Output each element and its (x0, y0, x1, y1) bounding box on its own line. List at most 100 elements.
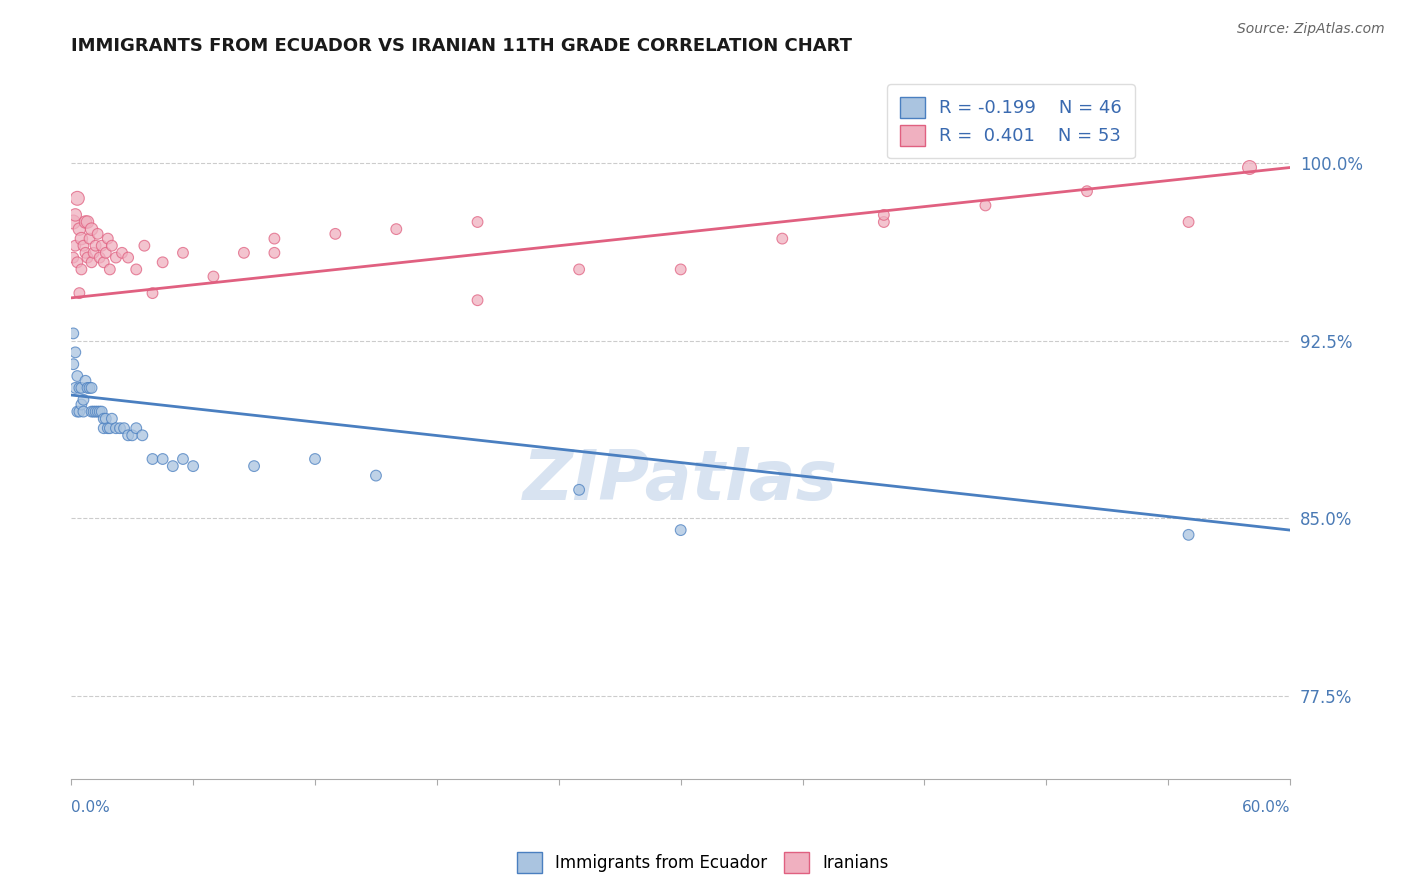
Point (873, 215, 896, 229)
Point (86, 227, 108, 241)
Point (304, 452, 326, 467)
Point (162, 459, 184, 474)
Point (76, 215, 98, 229)
Point (72, 392, 94, 407)
Point (70, 262, 93, 277)
Point (66, 369, 89, 384)
Point (121, 428, 143, 442)
Point (152, 255, 174, 269)
Point (172, 245, 194, 260)
Point (93, 411, 115, 425)
Point (568, 483, 591, 497)
Point (70, 231, 93, 245)
Point (232, 245, 254, 260)
Point (104, 421, 127, 435)
Text: ZIPatlas: ZIPatlas (523, 447, 838, 514)
Point (125, 421, 148, 435)
Point (134, 238, 156, 252)
Point (90, 404, 112, 418)
Point (111, 245, 134, 260)
Point (202, 269, 225, 284)
Point (89, 251, 111, 265)
Point (65, 345, 87, 359)
Point (101, 238, 124, 252)
Point (364, 468, 387, 483)
Point (89, 404, 111, 418)
Point (873, 208, 896, 222)
Point (70, 397, 93, 411)
Point (66, 404, 89, 418)
Point (152, 452, 174, 467)
Point (67, 404, 90, 418)
Point (80, 404, 103, 418)
Point (97, 231, 120, 245)
Point (263, 245, 285, 260)
Point (131, 428, 153, 442)
Point (101, 411, 124, 425)
Point (974, 198, 997, 212)
Point (98, 262, 121, 277)
Point (94, 245, 117, 260)
Point (669, 523, 692, 537)
Point (467, 215, 489, 229)
Point (385, 222, 408, 236)
Point (1177, 215, 1199, 229)
Point (1239, 161, 1261, 175)
Legend: Immigrants from Ecuador, Iranians: Immigrants from Ecuador, Iranians (510, 846, 896, 880)
Point (83, 245, 105, 260)
Point (66, 191, 89, 205)
Text: 0.0%: 0.0% (72, 800, 110, 815)
Point (93, 255, 115, 269)
Point (72, 238, 94, 252)
Point (84, 404, 107, 418)
Point (67, 286, 90, 301)
Point (79, 381, 101, 395)
Point (80, 222, 103, 236)
Point (84, 238, 107, 252)
Point (172, 452, 194, 467)
Point (79, 231, 101, 245)
Point (467, 293, 489, 308)
Point (62, 326, 84, 341)
Point (98, 421, 121, 435)
Point (65, 208, 87, 222)
Point (62, 215, 84, 229)
Point (141, 286, 163, 301)
Point (117, 251, 139, 265)
Point (181, 459, 204, 474)
Point (90, 238, 112, 252)
Point (65, 238, 87, 252)
Point (770, 231, 793, 245)
Point (669, 262, 692, 277)
Point (75, 245, 97, 260)
Point (80, 381, 103, 395)
Text: Source: ZipAtlas.com: Source: ZipAtlas.com (1237, 22, 1385, 37)
Point (75, 374, 97, 388)
Point (62, 251, 84, 265)
Point (97, 421, 120, 435)
Point (1177, 528, 1199, 542)
Point (125, 262, 148, 277)
Point (66, 255, 89, 269)
Point (112, 421, 135, 435)
Point (325, 227, 347, 241)
Point (104, 251, 127, 265)
Point (80, 255, 103, 269)
Text: 60.0%: 60.0% (1241, 800, 1291, 815)
Point (67, 381, 90, 395)
Point (72, 404, 94, 418)
Point (94, 411, 117, 425)
Point (86, 404, 108, 418)
Point (108, 421, 131, 435)
Point (568, 262, 591, 277)
Point (67, 222, 90, 236)
Point (263, 231, 285, 245)
Point (75, 215, 97, 229)
Point (1076, 184, 1098, 198)
Legend: R = -0.199    N = 46, R =  0.401    N = 53: R = -0.199 N = 46, R = 0.401 N = 53 (887, 84, 1135, 158)
Point (62, 357, 84, 371)
Point (93, 421, 115, 435)
Text: IMMIGRANTS FROM ECUADOR VS IRANIAN 11TH GRADE CORRELATION CHART: IMMIGRANTS FROM ECUADOR VS IRANIAN 11TH … (72, 37, 852, 55)
Point (243, 459, 266, 474)
Point (65, 381, 87, 395)
